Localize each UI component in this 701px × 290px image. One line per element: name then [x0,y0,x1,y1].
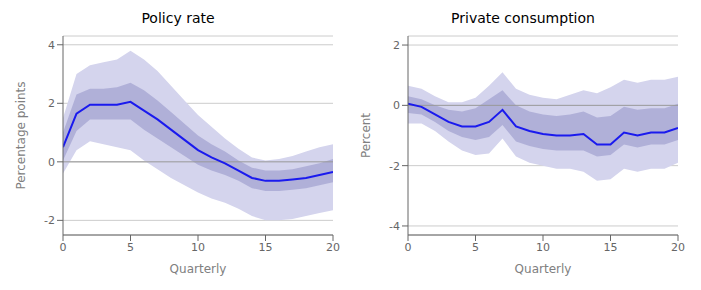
svg-text:15: 15 [259,241,273,254]
svg-text:20: 20 [326,241,340,254]
html-text:Private consumption: Private consumption [451,10,595,26]
svg-text:Quarterly: Quarterly [515,262,572,276]
svg-text:Percent: Percent [359,113,373,158]
svg-text:10: 10 [536,241,550,254]
svg-text:4: 4 [48,39,55,52]
svg-text:-2: -2 [389,160,400,173]
svg-text:2: 2 [393,39,400,52]
svg-text:0: 0 [48,156,55,169]
svg-text:Quarterly: Quarterly [170,262,227,276]
svg-text:0: 0 [60,241,67,254]
svg-text:15: 15 [604,241,618,254]
svg-text:-4: -4 [389,220,400,233]
svg-text:5: 5 [472,241,479,254]
svg-text:0: 0 [393,99,400,112]
svg-text:10: 10 [191,241,205,254]
svg-text:Percentage points: Percentage points [14,81,28,189]
svg-text:0: 0 [405,241,412,254]
svg-text:5: 5 [127,241,134,254]
html-text:Policy rate: Policy rate [141,10,215,26]
svg-text:2: 2 [48,97,55,110]
svg-text:-2: -2 [44,214,55,227]
svg-text:20: 20 [671,241,685,254]
